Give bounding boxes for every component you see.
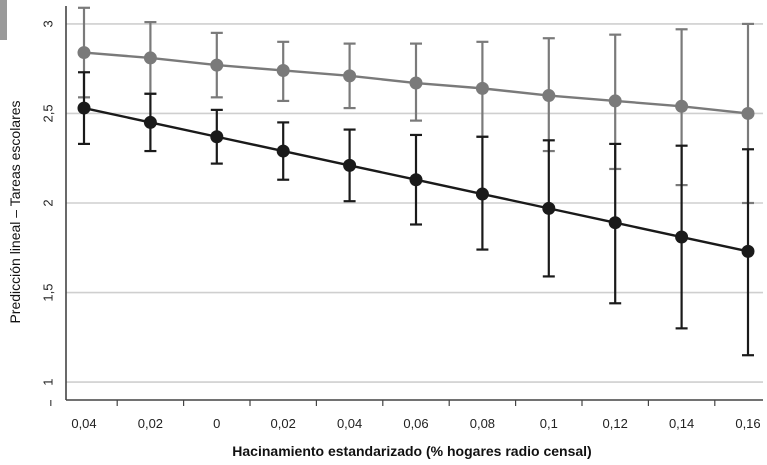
y-tick-label: 2 — [41, 199, 56, 206]
x-tick-label: 0,12 — [603, 416, 628, 431]
x-tick-label: 0 — [213, 416, 220, 431]
data-point — [210, 58, 224, 72]
x-tick-label: 0,02 — [271, 416, 296, 431]
data-point — [276, 144, 290, 158]
y-tick-label: 1,5 — [41, 284, 56, 302]
y-tick-label: 1 — [41, 378, 56, 385]
x-tick-label: 0,16 — [735, 416, 760, 431]
data-point — [475, 81, 489, 95]
page-edge-tab — [0, 0, 7, 40]
data-point — [741, 106, 755, 120]
data-point — [409, 76, 423, 90]
data-point — [675, 99, 689, 113]
data-point — [77, 46, 91, 60]
data-point — [542, 201, 556, 215]
data-point — [409, 173, 423, 187]
data-point — [77, 101, 91, 115]
x-tick-label: 0,06 — [403, 416, 428, 431]
data-point — [143, 115, 157, 129]
y-tick-label: 2,5 — [41, 104, 56, 122]
data-point — [276, 63, 290, 77]
y-tick-label: 3 — [41, 20, 56, 27]
series-2 — [77, 71, 755, 357]
data-point — [210, 130, 224, 144]
axes — [50, 6, 763, 406]
gridlines — [66, 23, 763, 383]
data-point — [475, 187, 489, 201]
x-tick-label: 0,02 — [138, 416, 163, 431]
data-point — [608, 94, 622, 108]
x-tick-label: 0,04 — [337, 416, 362, 431]
data-point — [608, 216, 622, 230]
data-point — [741, 244, 755, 258]
x-tick-label: 0,08 — [470, 416, 495, 431]
x-tick-label: 0,04 — [71, 416, 96, 431]
series — [77, 6, 755, 357]
data-point — [343, 69, 357, 83]
y-tick-labels: 1 1,5 2 2,5 3 — [41, 20, 56, 385]
y-axis-title: Predicción lineal – Tareas escolares — [7, 100, 23, 323]
data-point — [343, 158, 357, 172]
data-point — [542, 89, 556, 103]
x-tick-label: 0,1 — [540, 416, 558, 431]
data-point — [675, 230, 689, 244]
x-axis-title: Hacinamiento estandarizado (% hogares ra… — [232, 443, 591, 459]
x-tick-label: 0,14 — [669, 416, 694, 431]
data-point — [143, 51, 157, 65]
x-tick-labels: 0,04 0,02 0 0,02 0,04 0,06 0,08 0,1 0,12 0,14 0,16 — [71, 416, 760, 431]
